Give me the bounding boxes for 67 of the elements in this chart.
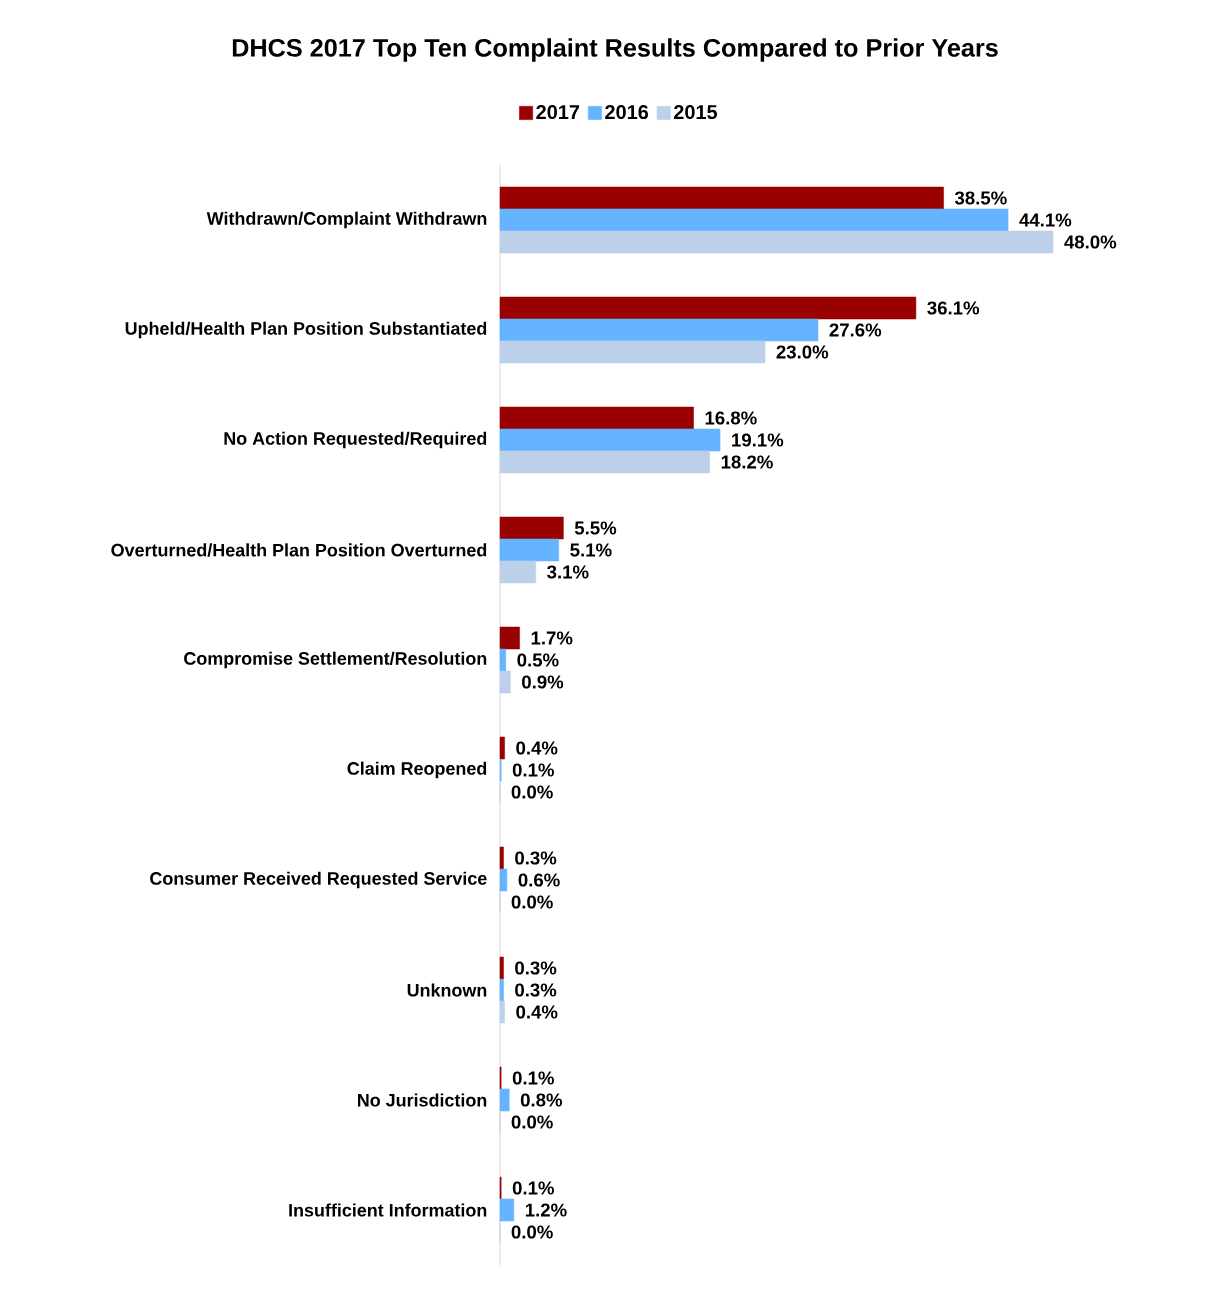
bar [499,318,819,342]
data-label: 19.1% [732,433,784,447]
data-label: 38.5% [954,191,1007,205]
data-label: 0.8% [520,1093,563,1107]
data-label: 0.6% [518,873,560,887]
bar [499,648,507,672]
bar [499,846,504,870]
data-label: 0.0% [511,1225,553,1239]
y-tick-label: Overturned/Health Plan Position Overturned [111,543,487,557]
y-tick-label: Unknown [407,983,487,997]
bar [499,626,520,650]
bar [499,428,721,452]
bar [499,450,710,474]
bar [499,406,694,430]
data-label: 23.0% [776,345,829,359]
y-tick-label: No Action Requested/Required [224,431,487,449]
data-label: 0.1% [512,763,554,777]
legend-label: 2017 [536,105,580,120]
data-label: 0.5% [517,653,559,667]
data-label: 1.2% [525,1203,567,1217]
data-label: 36.1% [927,301,980,315]
bar [499,538,560,562]
bar [499,186,944,210]
data-label: 0.0% [511,895,553,909]
bar [499,296,917,320]
legend-label: 2015 [674,105,718,120]
y-tick-label: Consumer Received Requested Service [150,871,487,889]
data-label: 0.3% [515,851,557,865]
data-label: 0.4% [516,741,558,755]
bar [499,1088,510,1112]
bar [499,670,511,694]
data-label: 27.6% [829,323,882,337]
y-tick-label: No Jurisdiction [357,1093,487,1107]
data-label: 5.5% [574,521,617,535]
data-label: 3.1% [547,565,589,579]
bar [499,230,1054,254]
bar [499,208,1009,232]
bar [499,736,505,760]
bar [499,340,766,364]
bar [499,1000,505,1024]
data-label: 0.9% [522,675,564,689]
bar [499,956,504,980]
bar [499,1198,515,1222]
bar [499,978,504,1002]
data-label: 0.1% [512,1181,554,1195]
data-label: 0.1% [512,1071,554,1085]
y-tick-label: Claim Reopened [347,761,487,779]
legend-label: 2016 [605,105,649,120]
y-tick-label: Upheld/Health Plan Position Substantiated [125,321,487,339]
data-label: 44.1% [1019,213,1072,227]
data-label: 0.3% [515,983,557,997]
data-label: 16.8% [705,411,757,425]
bar [499,560,536,584]
data-label: 18.2% [721,455,773,469]
data-label: 0.0% [511,1115,553,1129]
y-tick-label: Withdrawn/Complaint Withdrawn [206,211,487,229]
data-label: 0.0% [511,785,553,799]
data-label: 48.0% [1064,235,1117,249]
y-tick-label: Insufficient Information [289,1203,487,1217]
data-label: 5.1% [570,543,612,557]
bar [499,868,508,892]
data-label: 0.3% [515,961,557,975]
data-label: 0.4% [516,1005,558,1019]
chart-title: DHCS 2017 Top Ten Complaint Results Compared to Prior Years [232,38,998,62]
data-label: 1.7% [531,631,573,645]
bar [499,516,564,540]
y-tick-label: Compromise Settlement/Resolution [184,651,487,669]
